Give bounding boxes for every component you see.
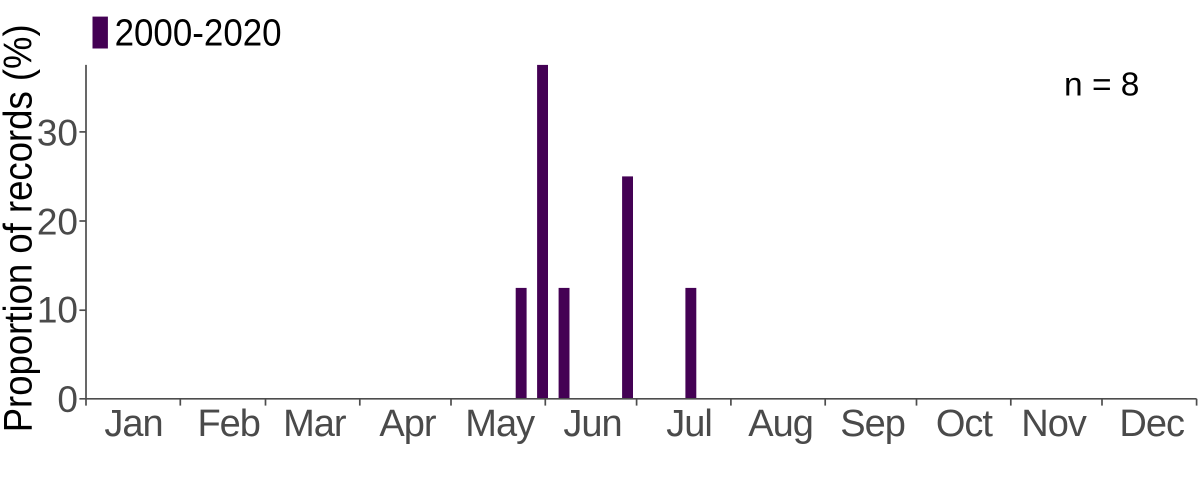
svg-text:10: 10 [37, 290, 78, 331]
svg-text:Nov: Nov [1021, 403, 1087, 445]
svg-text:Aug: Aug [748, 403, 813, 445]
svg-text:Dec: Dec [1119, 403, 1184, 445]
svg-text:n = 8: n = 8 [1064, 67, 1139, 104]
svg-text:Jan: Jan [104, 403, 162, 445]
svg-text:2000-2020: 2000-2020 [115, 13, 282, 55]
svg-text:30: 30 [37, 113, 78, 154]
svg-text:Apr: Apr [379, 403, 436, 445]
svg-text:Oct: Oct [936, 403, 994, 445]
svg-text:May: May [465, 403, 535, 445]
svg-text:Proportion of records (%): Proportion of records (%) [0, 24, 41, 432]
svg-text:20: 20 [37, 202, 78, 243]
svg-text:Sep: Sep [840, 403, 905, 445]
svg-text:0: 0 [57, 379, 78, 420]
svg-text:Jun: Jun [563, 403, 621, 445]
svg-text:Mar: Mar [283, 403, 347, 445]
svg-text:Jul: Jul [666, 403, 712, 445]
svg-text:Feb: Feb [197, 403, 259, 445]
